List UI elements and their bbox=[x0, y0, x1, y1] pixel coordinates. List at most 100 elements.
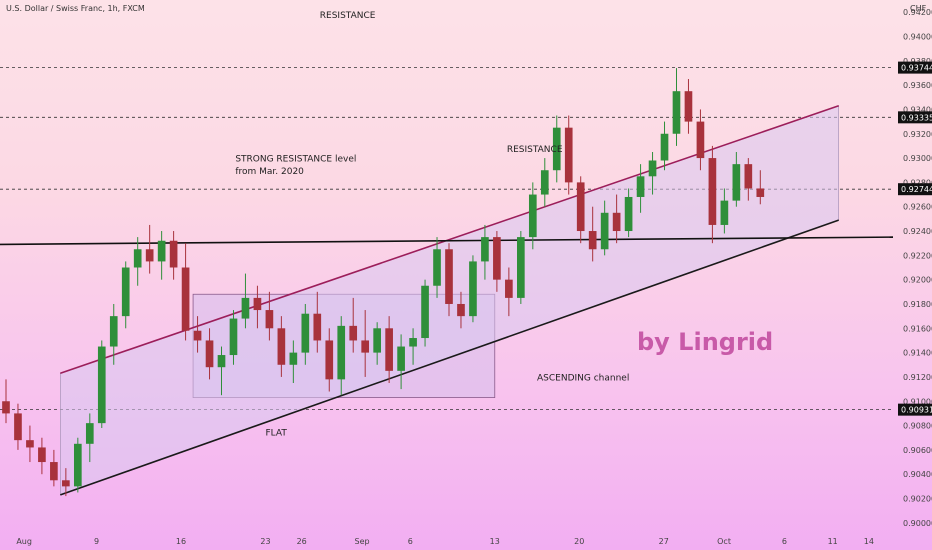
candle-body bbox=[744, 164, 753, 189]
candle-body bbox=[445, 249, 453, 304]
price-label-bg bbox=[898, 61, 932, 74]
x-tick-label: Aug bbox=[16, 537, 32, 546]
candle-body bbox=[624, 196, 633, 232]
price-label: 0.93744 bbox=[901, 64, 932, 73]
candle-body bbox=[361, 340, 370, 353]
candle-body bbox=[672, 91, 681, 134]
price-label-bg bbox=[898, 403, 932, 416]
candle-body bbox=[181, 267, 190, 331]
price-label-bg bbox=[898, 183, 932, 196]
candle-body bbox=[2, 401, 10, 414]
candle-body bbox=[337, 325, 346, 380]
candle-body bbox=[121, 267, 130, 317]
currency-label: CHF bbox=[910, 4, 927, 13]
candle-body bbox=[397, 346, 405, 371]
price-label: 0.92744 bbox=[901, 185, 932, 194]
candle-body bbox=[38, 447, 46, 463]
annotation: ASCENDING channel bbox=[537, 374, 629, 384]
candle-body bbox=[157, 240, 166, 262]
candle-body bbox=[50, 462, 58, 481]
candle-body bbox=[133, 249, 142, 268]
candle-body bbox=[109, 316, 118, 347]
annotation: RESISTANCE bbox=[320, 11, 376, 21]
candle-body bbox=[193, 330, 202, 341]
candle-body bbox=[528, 194, 537, 238]
x-tick-label: 14 bbox=[864, 537, 874, 546]
candle-body bbox=[660, 133, 669, 161]
price-label-bg bbox=[898, 111, 932, 124]
candle-body bbox=[14, 413, 22, 441]
x-tick-label: 9 bbox=[94, 537, 99, 546]
candle-body bbox=[481, 237, 489, 262]
candle-body bbox=[301, 313, 310, 353]
candle-body bbox=[469, 261, 477, 317]
candle-body bbox=[421, 285, 429, 339]
x-tick-label: 6 bbox=[408, 537, 413, 546]
candle-body bbox=[217, 355, 226, 368]
x-tick-label: 27 bbox=[659, 537, 669, 546]
candle-body bbox=[313, 313, 322, 341]
x-tick-label: 6 bbox=[782, 537, 787, 546]
candle-body bbox=[505, 279, 513, 298]
x-tick-label: 20 bbox=[574, 537, 584, 546]
annotation: FLAT bbox=[265, 428, 287, 438]
channel-bottom-line bbox=[60, 219, 839, 496]
candle-body bbox=[73, 443, 82, 487]
candle-body bbox=[373, 328, 381, 353]
candle-body bbox=[277, 328, 286, 365]
candle-body bbox=[756, 188, 765, 197]
candle-body bbox=[253, 297, 262, 311]
candle-body bbox=[325, 340, 334, 380]
candles bbox=[2, 68, 765, 497]
candle-body bbox=[648, 160, 657, 177]
candle-body bbox=[385, 328, 393, 371]
candle-body bbox=[636, 176, 645, 197]
candle-body bbox=[576, 182, 585, 232]
candle-body bbox=[600, 212, 609, 250]
candle-body bbox=[145, 249, 154, 262]
annotation: from Mar. 2020 bbox=[235, 167, 304, 177]
candle-body bbox=[517, 237, 525, 298]
candle-body bbox=[229, 318, 238, 356]
candle-body bbox=[26, 440, 34, 448]
candle-body bbox=[349, 325, 358, 341]
candle-body bbox=[732, 164, 741, 201]
candle-body bbox=[265, 310, 274, 329]
x-tick-label: 26 bbox=[297, 537, 307, 546]
annotation: RESISTANCE bbox=[507, 145, 563, 155]
x-tick-label: 13 bbox=[490, 537, 500, 546]
candle-body bbox=[85, 423, 94, 444]
x-tick-label: Sep bbox=[354, 537, 369, 546]
watermark: by Lingrid bbox=[637, 328, 773, 356]
candle-body bbox=[493, 237, 501, 280]
price-label: 0.90931 bbox=[901, 406, 932, 415]
annotations: RESISTANCE RESISTANCE STRONG RESISTANCE le… bbox=[235, 11, 629, 438]
candle-body bbox=[409, 338, 417, 347]
candle-body bbox=[97, 346, 106, 424]
candle-body bbox=[169, 240, 178, 268]
price-label: 0.93335 bbox=[901, 113, 932, 122]
candle-body bbox=[720, 200, 729, 225]
candle-body bbox=[205, 340, 214, 368]
